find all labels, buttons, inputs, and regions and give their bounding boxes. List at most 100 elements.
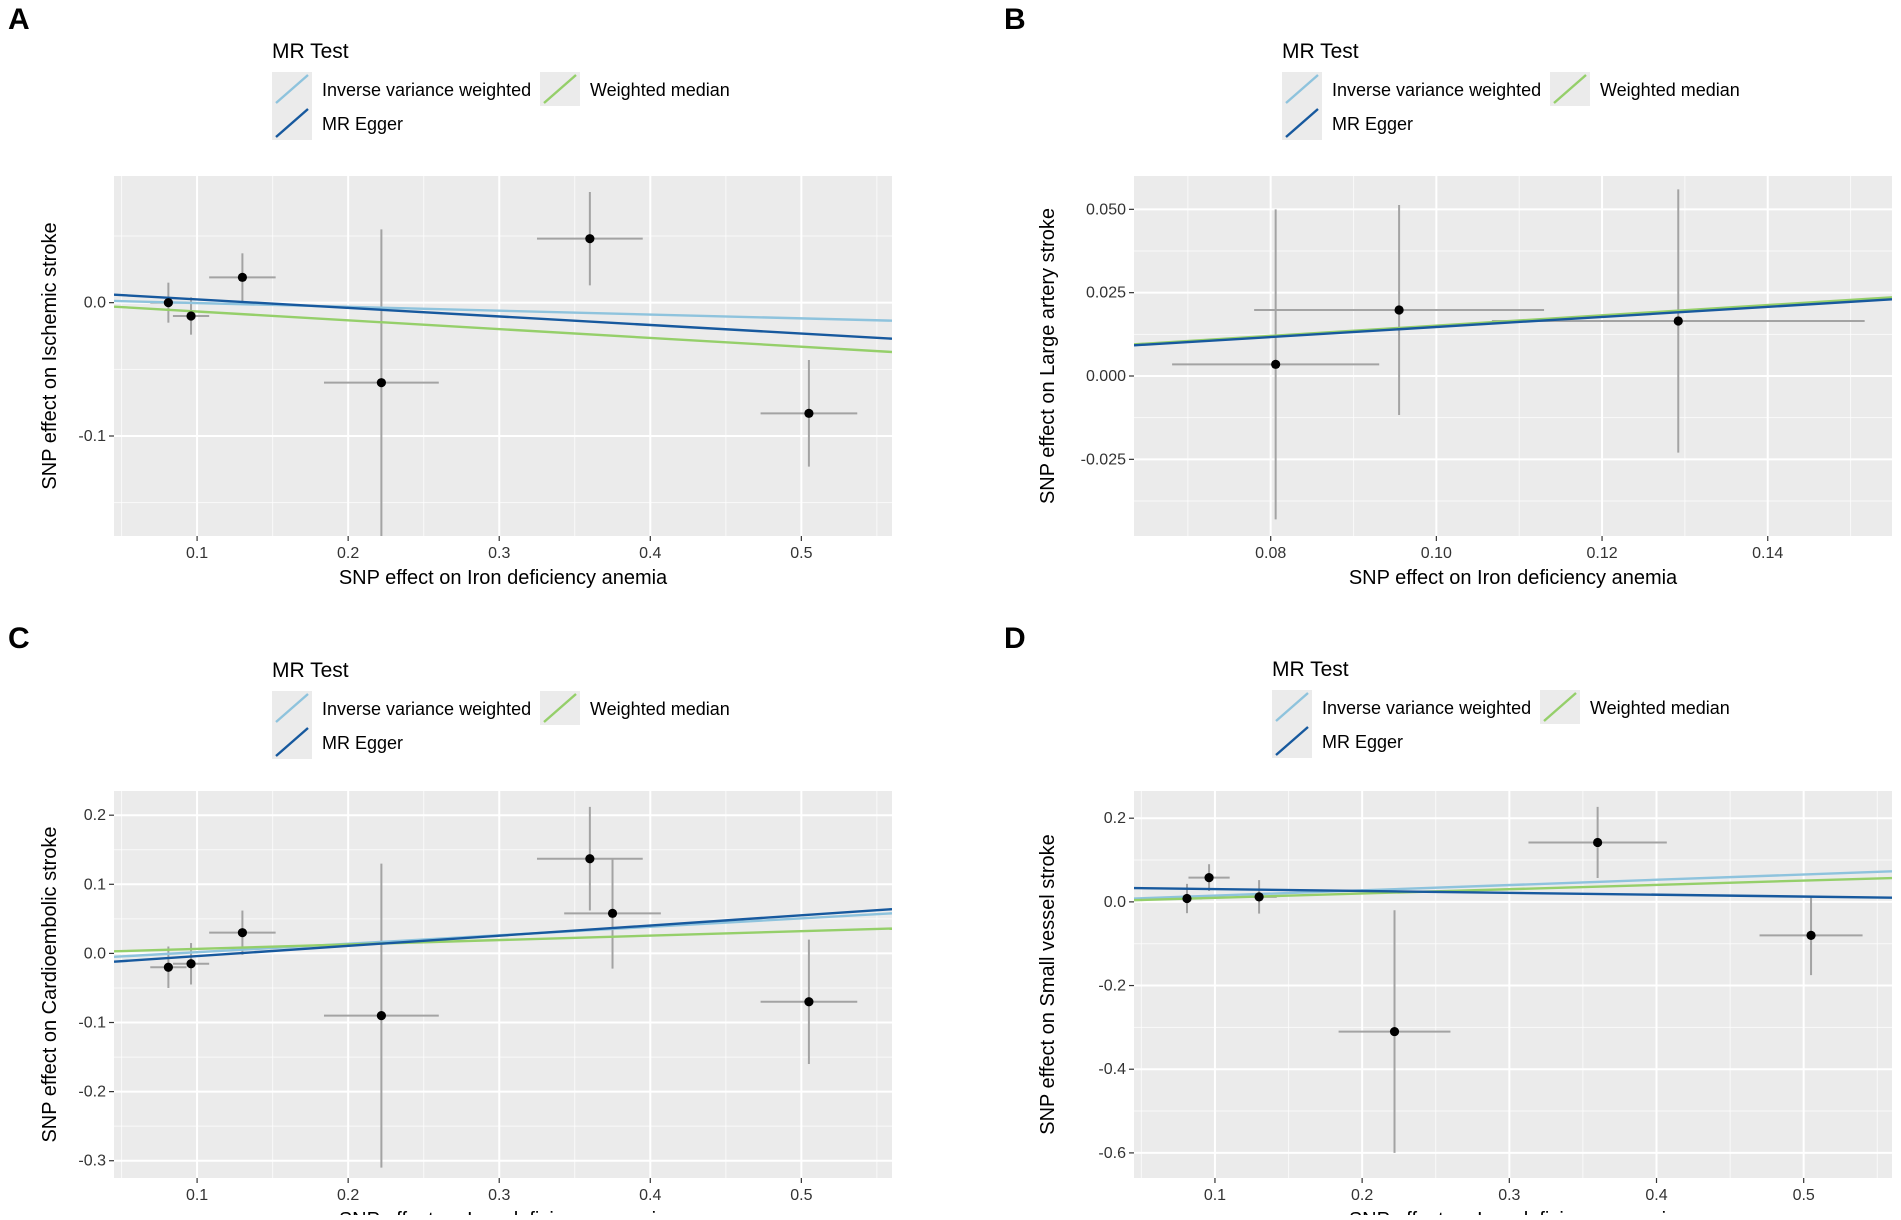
- y-tick-label: 0.0: [84, 295, 106, 312]
- legend-label-wmedian: Weighted median: [590, 699, 730, 719]
- legend-title: MR Test: [272, 40, 349, 63]
- data-point: [1204, 873, 1214, 883]
- legend-line-egger: [1285, 108, 1319, 138]
- panel-a: A MR Test Inverse variance weighted Weighte…: [8, 3, 892, 589]
- data-point: [1673, 316, 1683, 326]
- y-tick-label: 0.2: [1104, 810, 1126, 827]
- y-tick-label: -0.2: [1098, 978, 1126, 995]
- x-axis-title: SNP effect on Iron deficiency anemia: [339, 567, 668, 589]
- data-layer: [114, 806, 892, 1168]
- legend-label-egger: MR Egger: [1322, 732, 1403, 752]
- legend-label-ivw: Inverse variance weighted: [1332, 80, 1541, 100]
- y-tick-label: -0.2: [78, 1084, 106, 1101]
- panel-c: C MR Test Inverse variance weighted Weighte…: [8, 622, 892, 1220]
- x-tick-label: 0.1: [1204, 1187, 1226, 1204]
- data-point: [237, 272, 248, 282]
- legend-label-egger: MR Egger: [322, 733, 403, 753]
- data-point: [376, 1010, 386, 1021]
- data-layer: [1134, 189, 1892, 520]
- panel-d: D MR Test Inverse variance weighted Weighte…: [1004, 622, 1892, 1220]
- legend-label-wmedian: Weighted median: [1590, 698, 1730, 718]
- y-tick-label: -0.025: [1081, 451, 1126, 468]
- x-tick-label: 0.5: [790, 1187, 812, 1204]
- regression-line-wmedian: [114, 305, 892, 354]
- x-tick-label: 0.1: [186, 545, 208, 562]
- data-point: [1389, 1026, 1400, 1037]
- y-tick-label: 0.0: [1104, 894, 1126, 911]
- y-tick-label: 0.1: [84, 876, 106, 893]
- x-tick-label: 0.4: [1645, 1187, 1667, 1204]
- x-tick-label: 0.5: [790, 545, 812, 562]
- legend-label-egger: MR Egger: [1332, 114, 1413, 134]
- legend-line-egger: [275, 108, 309, 138]
- y-tick-label: 0.050: [1086, 201, 1126, 218]
- legend: MR Test Inverse variance weighted Weighted…: [272, 659, 730, 759]
- legend: MR Test Inverse variance weighted Weighted…: [1272, 658, 1730, 758]
- x-axis-title: SNP effect on Iron deficiency anemia: [1349, 567, 1678, 589]
- x-tick-label: 0.4: [639, 1187, 661, 1204]
- legend-label-ivw: Inverse variance weighted: [322, 699, 531, 719]
- data-point: [163, 962, 173, 972]
- regression-line-egger: [1134, 298, 1892, 347]
- legend-line-wmedian: [1553, 74, 1587, 104]
- data-point: [186, 311, 196, 321]
- legend-line-wmedian: [543, 693, 577, 723]
- data-point: [1254, 892, 1264, 902]
- panel-b: B MR Test Inverse variance weighted Weighte…: [1004, 3, 1892, 589]
- x-tick-label: 0.2: [337, 1187, 359, 1204]
- x-tick-label: 0.3: [1498, 1187, 1520, 1204]
- legend-line-ivw: [275, 693, 309, 723]
- y-tick-label: 0.0: [84, 945, 106, 962]
- panel-letter: D: [1004, 622, 1026, 655]
- legend-title: MR Test: [1272, 658, 1349, 681]
- y-tick-label: -0.6: [1098, 1145, 1126, 1162]
- data-point: [1593, 837, 1603, 848]
- data-point: [1271, 359, 1281, 369]
- legend-label-wmedian: Weighted median: [590, 80, 730, 100]
- y-axis-title: SNP effect on Ischemic stroke: [39, 222, 61, 489]
- x-tick-label: 0.2: [1351, 1187, 1373, 1204]
- data-layer: [114, 192, 892, 536]
- y-tick-label: -0.1: [78, 1015, 106, 1032]
- x-tick-label: 0.10: [1421, 545, 1452, 562]
- data-point: [376, 378, 386, 388]
- y-tick-label: 0.025: [1086, 285, 1126, 302]
- x-tick-label: 0.4: [639, 545, 661, 562]
- plot-background: [1134, 791, 1892, 1178]
- x-tick-label: 0.08: [1255, 545, 1286, 562]
- panel-letter: C: [8, 622, 30, 655]
- data-point: [607, 908, 618, 918]
- plot-background: [1134, 176, 1892, 536]
- legend-line-egger: [1275, 726, 1309, 756]
- data-layer: [1134, 806, 1892, 1153]
- data-point: [237, 928, 248, 938]
- panel-letter: A: [8, 3, 30, 36]
- y-tick-label: 0.000: [1086, 368, 1126, 385]
- gridlines: [114, 176, 892, 536]
- x-tick-label: 0.3: [488, 1187, 510, 1204]
- regression-line-egger: [114, 907, 892, 963]
- legend-label-ivw: Inverse variance weighted: [1322, 698, 1531, 718]
- y-tick-label: -0.1: [78, 428, 106, 445]
- legend-line-ivw: [1285, 74, 1319, 104]
- data-point: [585, 854, 595, 864]
- x-tick-label: 0.2: [337, 545, 359, 562]
- data-point: [163, 298, 173, 308]
- y-tick-label: 0.2: [84, 807, 106, 824]
- regression-line-ivw: [114, 299, 892, 322]
- panel-letter: B: [1004, 3, 1026, 36]
- legend-title: MR Test: [1282, 40, 1359, 63]
- data-point: [585, 234, 595, 244]
- x-tick-label: 0.3: [488, 545, 510, 562]
- data-point: [804, 408, 814, 418]
- legend-line-egger: [275, 727, 309, 757]
- legend: MR Test Inverse variance weighted Weighted…: [1282, 40, 1740, 140]
- regression-line-egger: [1134, 886, 1892, 899]
- y-axis-title: SNP effect on Large artery stroke: [1037, 208, 1059, 504]
- data-point: [186, 959, 196, 969]
- y-axis-title: SNP effect on Cardioembolic stroke: [39, 826, 61, 1142]
- y-tick-label: -0.4: [1098, 1061, 1126, 1078]
- gridlines: [1134, 791, 1892, 1178]
